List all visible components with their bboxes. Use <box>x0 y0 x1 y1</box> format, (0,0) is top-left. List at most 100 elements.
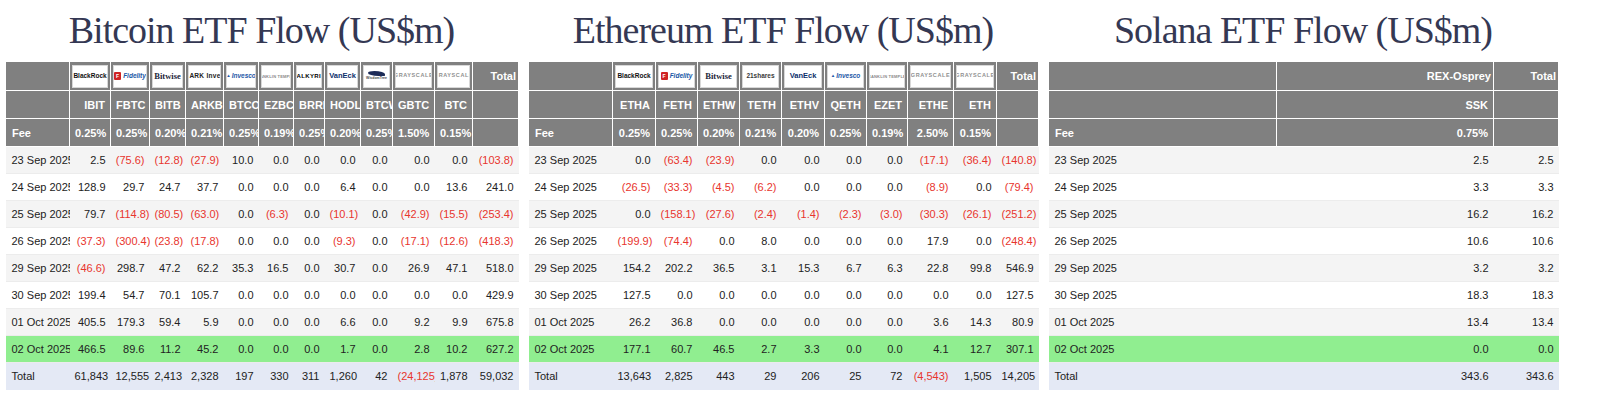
flow-value-cell: 0.0 <box>294 255 325 282</box>
total-value-cell: 72 <box>867 363 908 390</box>
total-column-header: Total <box>473 62 519 91</box>
flow-value-cell: 0.0 <box>867 282 908 309</box>
flow-value-cell: 16.5 <box>259 255 294 282</box>
flow-value-cell: 0.0 <box>361 174 393 201</box>
data-row: 24 Sep 2025128.929.724.737.70.00.00.06.4… <box>6 174 519 201</box>
date-cell: 01 Oct 2025 <box>529 309 613 336</box>
fee-cell: 2.50% <box>908 119 954 147</box>
invesco-logo-icon: Invesco <box>827 65 864 88</box>
table-header: BlackRockFidelityBitwiseARK InvestInvesc… <box>6 62 519 147</box>
ticker-cell-fbtc: FBTC <box>111 91 150 119</box>
table-header: REX-OspreyTotalSSKFee0.75% <box>1049 62 1559 147</box>
row-total-cell: (253.4) <box>473 201 519 228</box>
flow-value-cell: 0.0 <box>782 282 825 309</box>
flow-value-cell: 30.7 <box>325 255 361 282</box>
ticker-cell-gbtc: GBTC <box>393 91 435 119</box>
flow-value-cell: 16.2 <box>1277 201 1494 228</box>
row-total-cell: (140.8) <box>997 147 1039 174</box>
data-row: 25 Sep 202579.7(114.8)(80.5)(63.0)0.0(6.… <box>6 201 519 228</box>
fee-cell: 0.25% <box>656 119 698 147</box>
ticker-cell-ssk: SSK <box>1277 91 1494 119</box>
flow-value-cell: 105.7 <box>186 282 224 309</box>
flow-value-cell: 199.4 <box>70 282 111 309</box>
issuer-logo-row: REX-OspreyTotal <box>1049 62 1559 91</box>
data-row: 02 Oct 20250.00.0 <box>1049 336 1559 363</box>
flow-value-cell: 0.0 <box>259 282 294 309</box>
grayscale-logo-icon: GRAYSCALE <box>910 65 951 88</box>
table-body: 23 Sep 20250.0(63.4)(23.9)0.00.00.00.0(1… <box>529 147 1039 390</box>
flow-value-cell: 9.2 <box>393 309 435 336</box>
flow-value-cell: (6.2) <box>740 174 782 201</box>
ticker-corner-cell <box>6 91 70 119</box>
flow-value-cell: 298.7 <box>111 255 150 282</box>
flow-value-cell: 62.2 <box>186 255 224 282</box>
flow-value-cell: (12.8) <box>150 147 186 174</box>
fee-cell: 0.20% <box>150 119 186 147</box>
ticker-cell-ethv: ETHV <box>782 91 825 119</box>
row-total-cell: 16.2 <box>1494 201 1559 228</box>
flow-value-cell: (8.9) <box>908 174 954 201</box>
flow-value-cell: (6.3) <box>259 201 294 228</box>
flow-value-cell: 0.0 <box>224 282 259 309</box>
grand-total-cell: 14,205 <box>997 363 1039 390</box>
flow-value-cell: (12.6) <box>435 228 473 255</box>
row-total-cell: 241.0 <box>473 174 519 201</box>
flow-value-cell: 6.7 <box>825 255 867 282</box>
date-cell: 23 Sep 2025 <box>529 147 613 174</box>
flow-value-cell: 0.0 <box>825 174 867 201</box>
data-row: 02 Oct 2025177.160.746.52.73.30.00.04.11… <box>529 336 1039 363</box>
flow-value-cell: (3.0) <box>867 201 908 228</box>
ticker-total-blank <box>997 91 1039 119</box>
flow-value-cell: 0.0 <box>954 228 997 255</box>
flow-value-cell: 0.0 <box>867 228 908 255</box>
total-value-cell: 443 <box>698 363 740 390</box>
fee-cell: 0.20% <box>698 119 740 147</box>
fee-label: Fee <box>529 119 613 147</box>
flow-value-cell: 11.2 <box>150 336 186 363</box>
date-cell: 24 Sep 2025 <box>1049 174 1277 201</box>
flow-value-cell: 0.0 <box>656 282 698 309</box>
flow-value-cell: 0.0 <box>954 174 997 201</box>
flow-value-cell: (10.1) <box>325 201 361 228</box>
ticker-cell-brrr: BRRR <box>294 91 325 119</box>
row-total-cell: 3.2 <box>1494 255 1559 282</box>
flow-value-cell: 99.8 <box>954 255 997 282</box>
date-cell: 25 Sep 2025 <box>1049 201 1277 228</box>
total-value-cell: (24,125) <box>393 363 435 390</box>
ticker-cell-teth: TETH <box>740 91 782 119</box>
flow-value-cell: (2.3) <box>825 201 867 228</box>
flow-value-cell: 0.0 <box>825 282 867 309</box>
row-total-cell: 80.9 <box>997 309 1039 336</box>
flow-value-cell: (158.1) <box>656 201 698 228</box>
total-value-cell: 343.6 <box>1277 363 1494 390</box>
flow-value-cell: (4.5) <box>698 174 740 201</box>
ticker-cell-bitb: BITB <box>150 91 186 119</box>
franklin-templeton-logo-icon: Franklin Templeton <box>261 65 291 88</box>
flow-value-cell: 54.7 <box>111 282 150 309</box>
fee-row: Fee0.75% <box>1049 119 1559 147</box>
total-row: Total13,6432,825443292062572(4,543)1,505… <box>529 363 1039 390</box>
flow-value-cell: 3.3 <box>1277 174 1494 201</box>
data-row: 26 Sep 2025(199.9)(74.4)0.08.00.00.00.01… <box>529 228 1039 255</box>
flow-value-cell: 2.5 <box>70 147 111 174</box>
issuer-franklin-templeton: Franklin Templeton <box>867 62 908 91</box>
fee-cell: 0.20% <box>782 119 825 147</box>
flow-value-cell: 70.1 <box>150 282 186 309</box>
flow-value-cell: 24.7 <box>150 174 186 201</box>
ticker-total-blank <box>473 91 519 119</box>
issuer-logo-row: BlackRockFidelityBitwiseARK InvestInvesc… <box>6 62 519 91</box>
flow-value-cell: 36.8 <box>656 309 698 336</box>
issuer-invesco: Invesco <box>224 62 259 91</box>
flow-value-cell: 3.1 <box>740 255 782 282</box>
bitcoin-table-title: Bitcoin ETF Flow (US$m) <box>5 8 518 52</box>
flow-value-cell: 13.4 <box>1277 309 1494 336</box>
data-row: 30 Sep 2025199.454.770.1105.70.00.00.00.… <box>6 282 519 309</box>
ticker-row: IBITFBTCBITBARKBBTCOEZBCBRRRHODLBTCWGBTC… <box>6 91 519 119</box>
flow-value-cell: 18.3 <box>1277 282 1494 309</box>
vaneck-logo-icon: VanEck <box>784 65 822 88</box>
flow-value-cell: (9.3) <box>325 228 361 255</box>
flow-value-cell: (75.6) <box>111 147 150 174</box>
flow-value-cell: 0.0 <box>294 174 325 201</box>
issuer-ark-invest: ARK Invest <box>186 62 224 91</box>
row-total-cell: (251.2) <box>997 201 1039 228</box>
